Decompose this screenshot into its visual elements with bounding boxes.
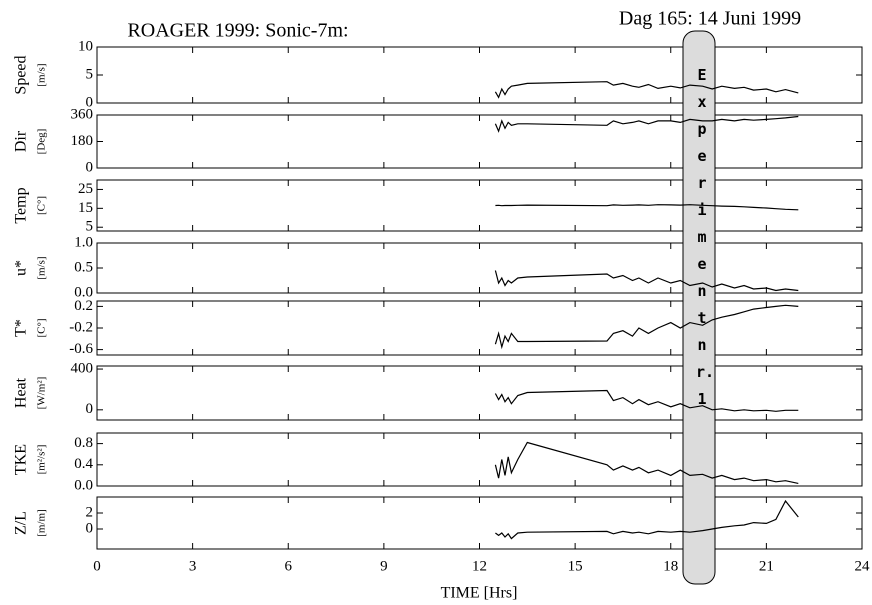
y-tick-label: 360 xyxy=(71,106,94,122)
data-line xyxy=(494,389,799,412)
y-tick-label: 25 xyxy=(78,181,93,197)
y-tick-label: 0.0 xyxy=(74,477,93,493)
y-axis-units: [m/s] xyxy=(36,63,48,86)
data-line xyxy=(494,304,799,350)
x-tick-label: 21 xyxy=(759,558,774,574)
panel-frame xyxy=(96,242,863,294)
y-tick-label: 400 xyxy=(71,360,94,376)
y-tick-label: 0.0 xyxy=(74,284,93,300)
panel-frame xyxy=(96,114,863,169)
data-line xyxy=(495,499,799,540)
y-axis-units: [m²/s²] xyxy=(36,445,48,475)
y-tick-label: 1.0 xyxy=(74,234,93,250)
y-axis-units: [m/m] xyxy=(36,509,48,537)
y-axis-units: [m/s] xyxy=(36,256,48,279)
y-axis-label: Heat xyxy=(13,377,30,408)
y-axis-label: Temp xyxy=(13,187,30,223)
data-line xyxy=(494,270,799,292)
x-tick-label: 12 xyxy=(472,558,487,574)
y-axis-label: Dir xyxy=(13,130,30,152)
x-tick-label: 6 xyxy=(285,558,293,574)
x-tick-label: 18 xyxy=(663,558,678,574)
y-tick-label: 2 xyxy=(86,504,94,520)
y-axis-label: Z/L xyxy=(13,511,30,535)
chart-title: ROAGER 1999: Sonic-7m: xyxy=(127,20,348,42)
y-tick-label: 10 xyxy=(78,38,93,54)
annotation: Experiment nr. 1 xyxy=(696,66,715,408)
x-axis-label: TIME [Hrs] xyxy=(441,585,518,602)
panel-frame xyxy=(96,179,863,232)
x-tick-label: 24 xyxy=(855,558,871,574)
y-axis-label: TKE xyxy=(13,444,30,475)
x-tick-label: 15 xyxy=(568,558,583,574)
x-tick-label: 0 xyxy=(93,558,101,574)
data-line xyxy=(494,441,799,484)
y-axis-units: [C°] xyxy=(36,196,48,215)
panel-frame xyxy=(96,300,863,356)
panel-frame xyxy=(96,46,863,104)
y-tick-label: 0.8 xyxy=(74,435,93,451)
panel-frame xyxy=(96,365,863,421)
y-tick-label: 5 xyxy=(86,66,94,82)
experiment-box xyxy=(682,30,716,585)
y-tick-label: 0 xyxy=(86,520,94,536)
y-tick-label: 0 xyxy=(86,159,94,175)
y-axis-label: T* xyxy=(13,319,30,337)
y-tick-label: 0.2 xyxy=(74,298,93,314)
x-tick-label: 9 xyxy=(380,558,388,574)
y-tick-label: 5 xyxy=(86,219,94,235)
y-tick-label: -0.6 xyxy=(69,341,93,357)
y-tick-label: -0.2 xyxy=(69,319,93,335)
y-tick-label: 180 xyxy=(71,133,94,149)
data-line xyxy=(494,115,799,133)
data-line xyxy=(494,81,799,99)
y-axis-units: [W/m²] xyxy=(36,377,48,410)
y-tick-label: 0 xyxy=(86,401,94,417)
chart-date: Dag 165: 14 Juni 1999 xyxy=(619,8,801,30)
y-axis-units: [Deg] xyxy=(36,129,48,155)
x-tick-label: 3 xyxy=(189,558,197,574)
y-tick-label: 0 xyxy=(86,94,94,110)
y-tick-label: 15 xyxy=(78,200,93,216)
y-axis-label: u* xyxy=(13,260,30,276)
panel-frame xyxy=(96,496,863,550)
data-line xyxy=(495,204,799,211)
y-tick-label: 0.4 xyxy=(74,456,93,472)
y-axis-units: [C°] xyxy=(36,318,48,337)
panel-frame xyxy=(96,432,863,487)
y-tick-label: 0.5 xyxy=(74,259,93,275)
y-axis-label: Speed xyxy=(13,55,30,94)
